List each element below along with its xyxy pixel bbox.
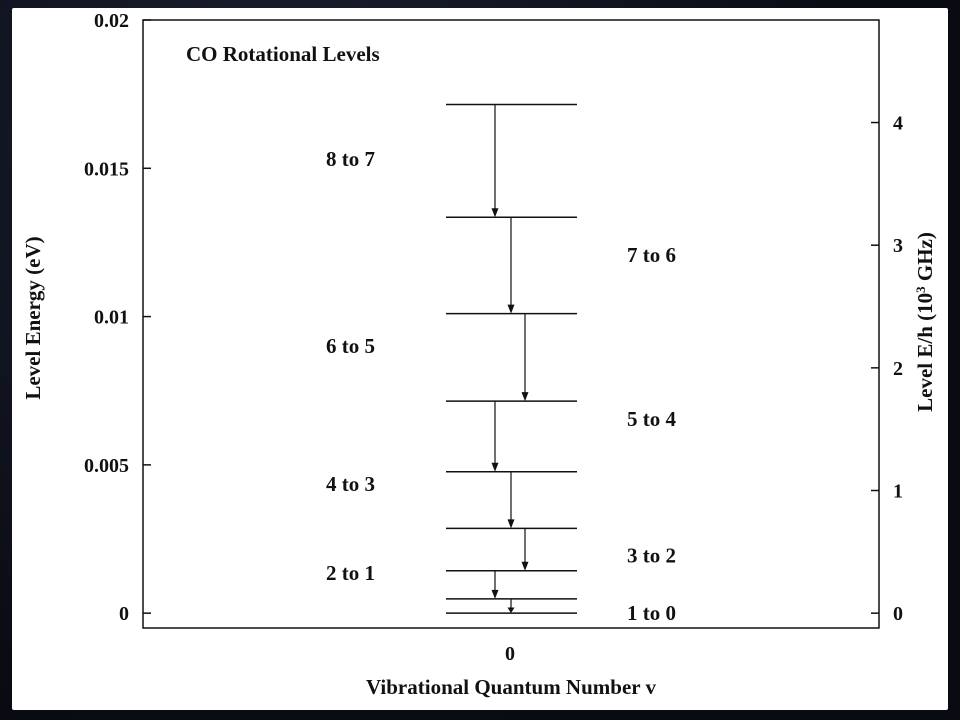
x-axis-title: Vibrational Quantum Number v (366, 675, 656, 699)
y-axis-title: Level Energy (eV) (21, 236, 45, 399)
transition-label: 4 to 3 (326, 472, 375, 496)
y-axis-ticks: 0 0.005 0.01 0.015 0.02 (84, 10, 151, 625)
y-tick-label: 0 (119, 603, 129, 625)
figure-panel (12, 8, 948, 710)
chart-title: CO Rotational Levels (186, 42, 380, 66)
y-tick-label: 0.02 (94, 10, 129, 32)
transition-label: 5 to 4 (627, 407, 676, 431)
y2-tick-label: 4 (893, 113, 903, 135)
y2-tick-label: 1 (893, 481, 903, 503)
y-tick-label: 0.01 (94, 307, 129, 329)
energy-levels (446, 103, 577, 614)
transition-arrow-head (491, 208, 499, 218)
transition-arrows (491, 104, 529, 614)
y2-axis-title: Level E/h (103 GHz) (913, 232, 938, 412)
transition-label: 6 to 5 (326, 334, 375, 358)
transition-arrow-head (507, 607, 515, 614)
transition-arrow-head (491, 462, 499, 472)
transition-label: 3 to 2 (627, 544, 676, 568)
transition-label: 7 to 6 (627, 243, 676, 267)
y-tick-label: 0.005 (84, 455, 129, 477)
x-tick-label: 0 (505, 643, 515, 665)
y2-tick-label: 3 (893, 235, 903, 257)
plot-frame (142, 19, 880, 629)
y2-tick-label: 2 (893, 358, 903, 380)
transition-arrow-head (521, 561, 529, 571)
transition-arrow-head (521, 392, 529, 402)
y-tick-label: 0.015 (84, 158, 129, 180)
transition-arrow-head (491, 589, 499, 599)
transition-arrow-head (507, 519, 515, 529)
transition-arrow-head (507, 304, 515, 314)
transition-labels: 1 to 0 2 to 1 3 to 2 4 to 3 5 to 4 6 to 5 7 to… (326, 147, 676, 625)
y2-axis-ticks: 0 1 2 3 4 (871, 113, 903, 625)
transition-label: 8 to 7 (326, 147, 375, 171)
y2-tick-label: 0 (893, 603, 903, 625)
transition-label: 1 to 0 (627, 601, 676, 625)
transition-label: 2 to 1 (326, 561, 375, 585)
